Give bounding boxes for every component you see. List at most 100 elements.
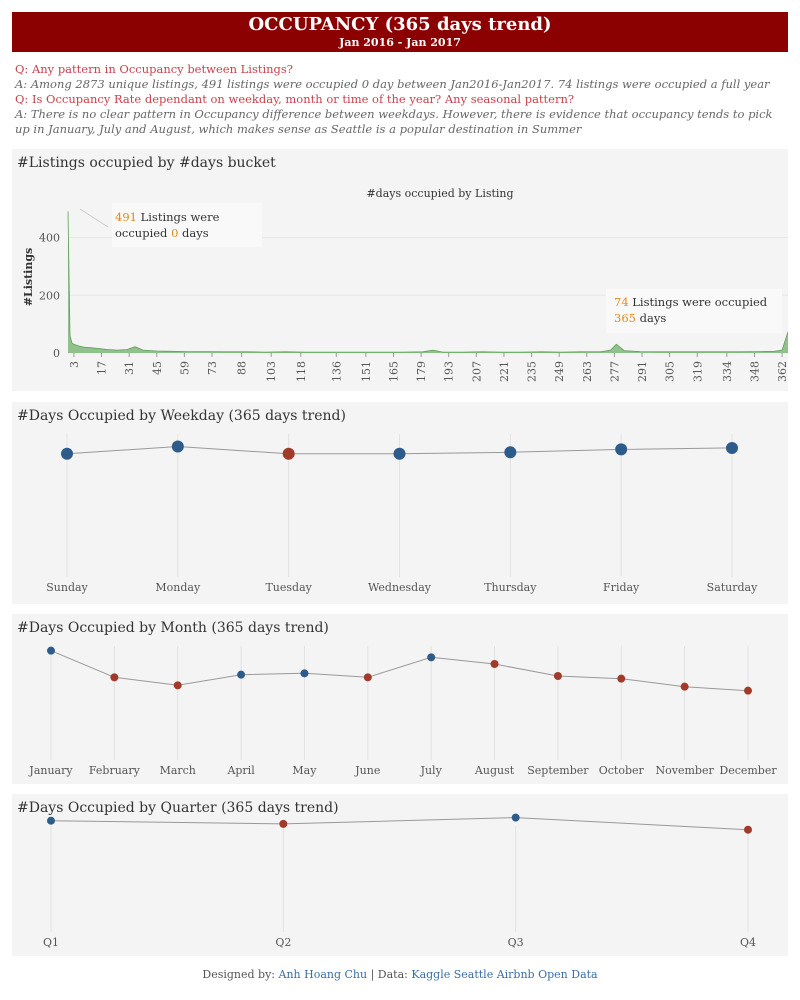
weekday-point — [171, 440, 184, 453]
histogram-x-tick-label: 17 — [96, 361, 109, 375]
month-x-label: January — [28, 764, 73, 777]
month-point — [237, 670, 246, 679]
histogram-x-tick-label: 249 — [553, 361, 566, 382]
quarter-chart: Q1 Q2 Q3 Q4 — [43, 813, 756, 949]
histogram-x-tick-label: 136 — [330, 361, 343, 382]
weekday-point — [504, 446, 517, 459]
histogram-panel: #Listings occupied by #days bucket #days… — [12, 149, 788, 391]
weekday-panel: #Days Occupied by Weekday (365 days tren… — [12, 402, 788, 604]
histogram-y-tick-label: 200 — [39, 289, 60, 302]
page-title: OCCUPANCY (365 days trend) — [248, 14, 552, 35]
quarter-point — [47, 816, 55, 825]
quarter-point — [279, 819, 288, 828]
histogram-x-tick-label: 235 — [526, 361, 539, 382]
weekday-chart: Sunday Monday Tuesday Wednesday Thursday Frid… — [46, 434, 758, 594]
month-x-label: June — [354, 764, 380, 777]
weekday-point — [393, 447, 406, 460]
annotation-left-line2: occupied 0 days — [115, 226, 209, 240]
histogram-x-tick-label: 118 — [295, 361, 308, 382]
month-x-label: May — [292, 764, 317, 777]
answer-1: A: Among 2873 unique listings, 491 listi… — [15, 77, 770, 91]
annotation-left-days: 0 — [171, 226, 178, 240]
weekday-point — [282, 447, 295, 460]
footer-author-link[interactable]: Anh Hoang Chu — [278, 968, 368, 981]
quarter-x-label: Q1 — [43, 936, 59, 949]
annotation-left-text2: occupied — [115, 226, 171, 240]
histogram-x-tick-label: 221 — [498, 361, 511, 382]
month-point — [427, 653, 436, 662]
month-x-label: July — [420, 764, 443, 777]
histogram-x-tick-label: 193 — [443, 361, 456, 382]
quarter-x-label: Q3 — [508, 936, 524, 949]
histogram-x-tick-label: 291 — [636, 361, 649, 382]
month-x-label: August — [474, 764, 515, 777]
histogram-x-tick-label: 277 — [608, 361, 621, 382]
histogram-chart-title: #days occupied by Listing — [366, 187, 513, 200]
annotation-right-line1: 74 Listings were occupied — [614, 295, 768, 309]
histogram-x-tick-label: 207 — [470, 361, 483, 382]
histogram-x-tick-label: 165 — [387, 361, 400, 382]
footer-source-link[interactable]: Kaggle Seattle Airbnb Open Data — [411, 968, 598, 981]
weekday-x-label: Monday — [155, 581, 201, 594]
weekday-x-label: Saturday — [707, 581, 758, 594]
month-point — [680, 682, 689, 691]
weekday-x-label: Wednesday — [368, 581, 432, 594]
month-trend-line — [50, 650, 749, 692]
histogram-line — [67, 211, 788, 353]
histogram-x-tick-label: 334 — [721, 361, 734, 382]
weekday-panel-title: #Days Occupied by Weekday (365 days tren… — [17, 408, 346, 424]
quarter-x-label: Q2 — [275, 936, 291, 949]
footer: Designed by: Anh Hoang Chu | Data: Kaggl… — [0, 968, 800, 981]
weekday-x-label: Thursday — [484, 581, 537, 594]
month-panel: #Days Occupied by Month (365 days trend)… — [12, 614, 788, 784]
answer-2: A: There is no clear pattern in Occupanc… — [15, 107, 773, 136]
histogram-x-tick-label: 179 — [415, 361, 428, 382]
histogram-x-tick-label: 362 — [776, 361, 788, 382]
histogram-y-axis-label: #Listings — [22, 248, 35, 306]
month-x-label: April — [226, 764, 255, 777]
month-x-label: October — [599, 764, 645, 777]
histogram-x-tick-label: 59 — [178, 361, 191, 375]
month-point — [173, 681, 182, 690]
weekday-x-label: Friday — [603, 581, 640, 594]
histogram-y-tick-label: 400 — [39, 232, 60, 245]
histogram-x-tick-label: 73 — [206, 361, 219, 375]
quarter-trend-line — [50, 817, 749, 831]
weekday-x-label: Tuesday — [265, 581, 312, 594]
weekday-point — [726, 441, 738, 454]
histogram-x-tick-label: 31 — [123, 361, 136, 375]
qa-section: Q: Any pattern in Occupancy between List… — [15, 62, 785, 137]
annotation-right-line2: 365 days — [614, 311, 666, 325]
histogram-x-tick-label: 45 — [151, 361, 164, 375]
histogram-x-tick-label: 88 — [236, 361, 249, 375]
histogram-x-tick-label: 305 — [664, 361, 677, 382]
annotation-right-count: 74 — [614, 295, 629, 309]
annotation-left-line1: 491 Listings were — [115, 210, 220, 224]
annotation-right-days: 365 — [614, 311, 636, 325]
weekday-point — [615, 443, 628, 456]
annotation-left-text3: days — [178, 226, 208, 240]
month-point — [300, 669, 309, 678]
month-x-label: December — [719, 764, 777, 777]
quarter-point — [511, 813, 520, 822]
histogram-panel-title: #Listings occupied by #days bucket — [17, 155, 276, 171]
month-point — [617, 674, 626, 683]
annotation-left-text1: Listings were — [137, 210, 220, 224]
annotation-left-box — [112, 203, 262, 247]
quarter-panel: #Days Occupied by Quarter (365 days tren… — [12, 794, 788, 956]
month-x-label: September — [527, 764, 589, 777]
header-banner: OCCUPANCY (365 days trend) Jan 2016 - Ja… — [12, 12, 788, 52]
weekday-point — [61, 447, 73, 460]
month-point — [47, 646, 55, 655]
month-point — [744, 686, 752, 695]
footer-prefix: Designed by: — [202, 968, 279, 981]
annotation-left-leader — [79, 208, 109, 228]
annotation-right-text1: Listings were occupied — [629, 295, 768, 309]
annotation-left-count: 491 — [115, 210, 137, 224]
histogram-x-tick-label: 348 — [748, 361, 761, 382]
annotation-right-box — [606, 289, 782, 333]
question-2: Q: Is Occupancy Rate dependant on weekda… — [15, 92, 575, 106]
histogram-x-tick-label: 103 — [265, 361, 278, 382]
histogram-y-tick-label: 0 — [53, 347, 60, 360]
month-chart: January February March April May June July Augu… — [28, 646, 777, 777]
